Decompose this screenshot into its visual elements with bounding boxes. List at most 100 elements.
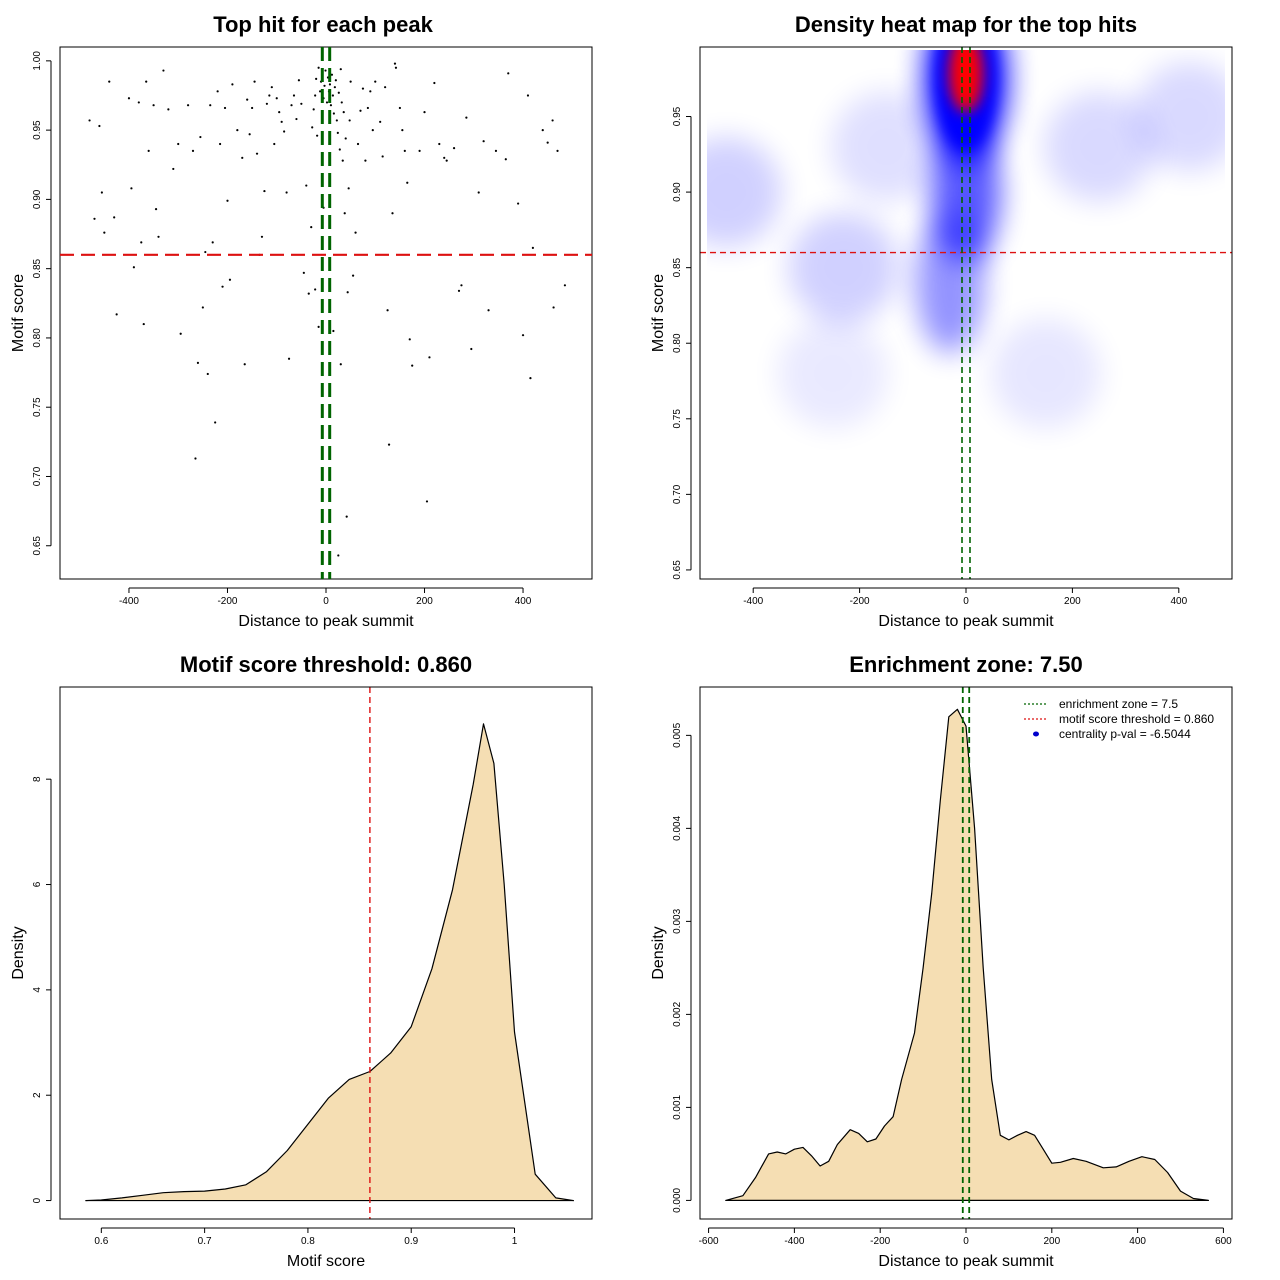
heatmap-y-tick-label: 0.80 xyxy=(672,333,683,353)
scatter-point xyxy=(226,199,229,202)
scatter-point xyxy=(343,212,346,215)
distance-density-x-tick-label: 400 xyxy=(1129,1236,1146,1247)
score-density-y-tick-label: 6 xyxy=(32,881,43,887)
scatter-point xyxy=(108,80,111,83)
scatter-point xyxy=(403,149,406,153)
scatter-point xyxy=(325,101,329,104)
scatter-point xyxy=(384,86,387,89)
scatter-point xyxy=(280,120,283,123)
distance-density-x-tick-label: -600 xyxy=(699,1236,719,1247)
scatter-point xyxy=(482,140,485,143)
panel-score-density: Motif score threshold: 0.860 Motif score… xyxy=(10,652,593,1270)
scatter-point xyxy=(228,278,232,281)
scatter-point xyxy=(517,202,520,205)
scatter-point xyxy=(457,289,461,292)
scatter-point xyxy=(339,68,342,71)
heatmap-density-blob xyxy=(831,91,942,202)
scatter-point xyxy=(236,129,239,132)
scatter-point xyxy=(211,241,214,244)
scatter-point xyxy=(295,117,298,121)
score-density-y-tick-label: 4 xyxy=(32,987,43,993)
scatter-point xyxy=(330,73,334,76)
scatter-point xyxy=(428,356,431,359)
heatmap-y-tick-label: 0.95 xyxy=(672,106,683,126)
scatter-point xyxy=(248,133,251,136)
scatter-point xyxy=(315,77,318,80)
heatmap-marks: -400 -200 0 200 400 0.65 0.70 0.75 0.80 0.85 0.90 0… xyxy=(672,47,1232,607)
scatter-point xyxy=(300,102,303,105)
scatter-point xyxy=(255,152,259,155)
scatter-point xyxy=(292,94,296,97)
distance-density-y-tick-label: 0.003 xyxy=(672,908,683,933)
heatmap-y-tick-label: 0.75 xyxy=(672,409,683,429)
scatter-point xyxy=(147,149,150,153)
scatter-point xyxy=(127,97,131,100)
scatter-point xyxy=(336,131,339,134)
scatter-x-tick-label: -400 xyxy=(119,596,139,607)
scatter-point xyxy=(531,246,534,249)
scatter-point xyxy=(333,86,336,89)
panel-heatmap: Density heat map for the top hits Distan… xyxy=(650,12,1233,630)
scatter-point xyxy=(278,111,281,114)
scatter-point xyxy=(323,84,326,87)
scatter-point xyxy=(347,187,350,190)
scatter-point xyxy=(317,325,320,328)
scatter-point xyxy=(314,94,317,97)
scatter-point xyxy=(209,104,212,107)
scatter-point xyxy=(140,241,143,244)
heatmap-density-blob xyxy=(916,212,985,353)
scatter-plot-frame xyxy=(59,46,593,580)
scatter-point xyxy=(379,120,382,123)
scatter-point xyxy=(154,207,158,211)
distance-density-title: Enrichment zone: 7.50 xyxy=(849,652,1083,677)
scatter-point xyxy=(324,69,327,72)
scatter-point xyxy=(364,159,367,162)
scatter-point xyxy=(349,80,352,83)
scatter-point xyxy=(345,515,348,518)
scatter-point xyxy=(406,181,409,184)
heatmap-density-blob xyxy=(707,137,782,248)
scatter-point xyxy=(556,149,559,153)
scatter-point xyxy=(231,83,234,86)
scatter-point xyxy=(100,191,103,194)
scatter-point xyxy=(337,91,340,94)
heatmap-x-tick-label: -200 xyxy=(850,596,870,607)
scatter-point xyxy=(194,457,197,460)
distance-density-xlabel: Distance to peak summit xyxy=(878,1253,1054,1270)
scatter-y-tick-label: 0.85 xyxy=(32,258,43,278)
score-density-y-tick-label: 0 xyxy=(32,1197,43,1203)
scatter-point xyxy=(391,212,394,215)
scatter-point xyxy=(260,235,264,238)
distance-density-y-tick-label: 0.005 xyxy=(672,722,683,747)
scatter-point xyxy=(152,104,155,107)
scatter-point xyxy=(318,90,322,93)
panel-distance-density: Enrichment zone: 7.50 Distance to peak s… xyxy=(650,652,1233,1270)
heatmap-plot-frame xyxy=(699,46,1233,580)
scatter-point xyxy=(348,119,351,122)
heatmap-y-tick-label: 0.90 xyxy=(672,182,683,202)
scatter-point xyxy=(137,101,140,104)
scatter-xlabel: Distance to peak summit xyxy=(238,613,414,630)
heatmap-x-tick-label: 400 xyxy=(1170,596,1187,607)
scatter-point xyxy=(201,306,204,309)
distance-density-y-tick-label: 0.001 xyxy=(672,1094,683,1119)
scatter-point xyxy=(332,112,335,115)
scatter-point xyxy=(438,142,441,146)
scatter-point xyxy=(216,90,219,93)
scatter-x-tick-label: -200 xyxy=(217,596,237,607)
scatter-point xyxy=(337,554,340,557)
heatmap-ylabel: Motif score xyxy=(650,274,667,352)
distance-density-plot-frame xyxy=(699,686,1233,1220)
scatter-point xyxy=(132,266,135,269)
scatter-point xyxy=(177,142,180,146)
heatmap-x-tick-label: 0 xyxy=(963,596,969,607)
scatter-point xyxy=(359,109,362,112)
scatter-y-tick-label: 0.80 xyxy=(32,328,43,348)
heatmap-density-blob xyxy=(788,212,899,323)
scatter-point xyxy=(287,357,291,360)
scatter-point xyxy=(381,155,384,158)
scatter-point xyxy=(401,129,404,132)
score-density-x-tick-label: 0.9 xyxy=(404,1236,418,1247)
legend-centrality-marker xyxy=(1033,731,1039,737)
scatter-point xyxy=(411,364,414,367)
